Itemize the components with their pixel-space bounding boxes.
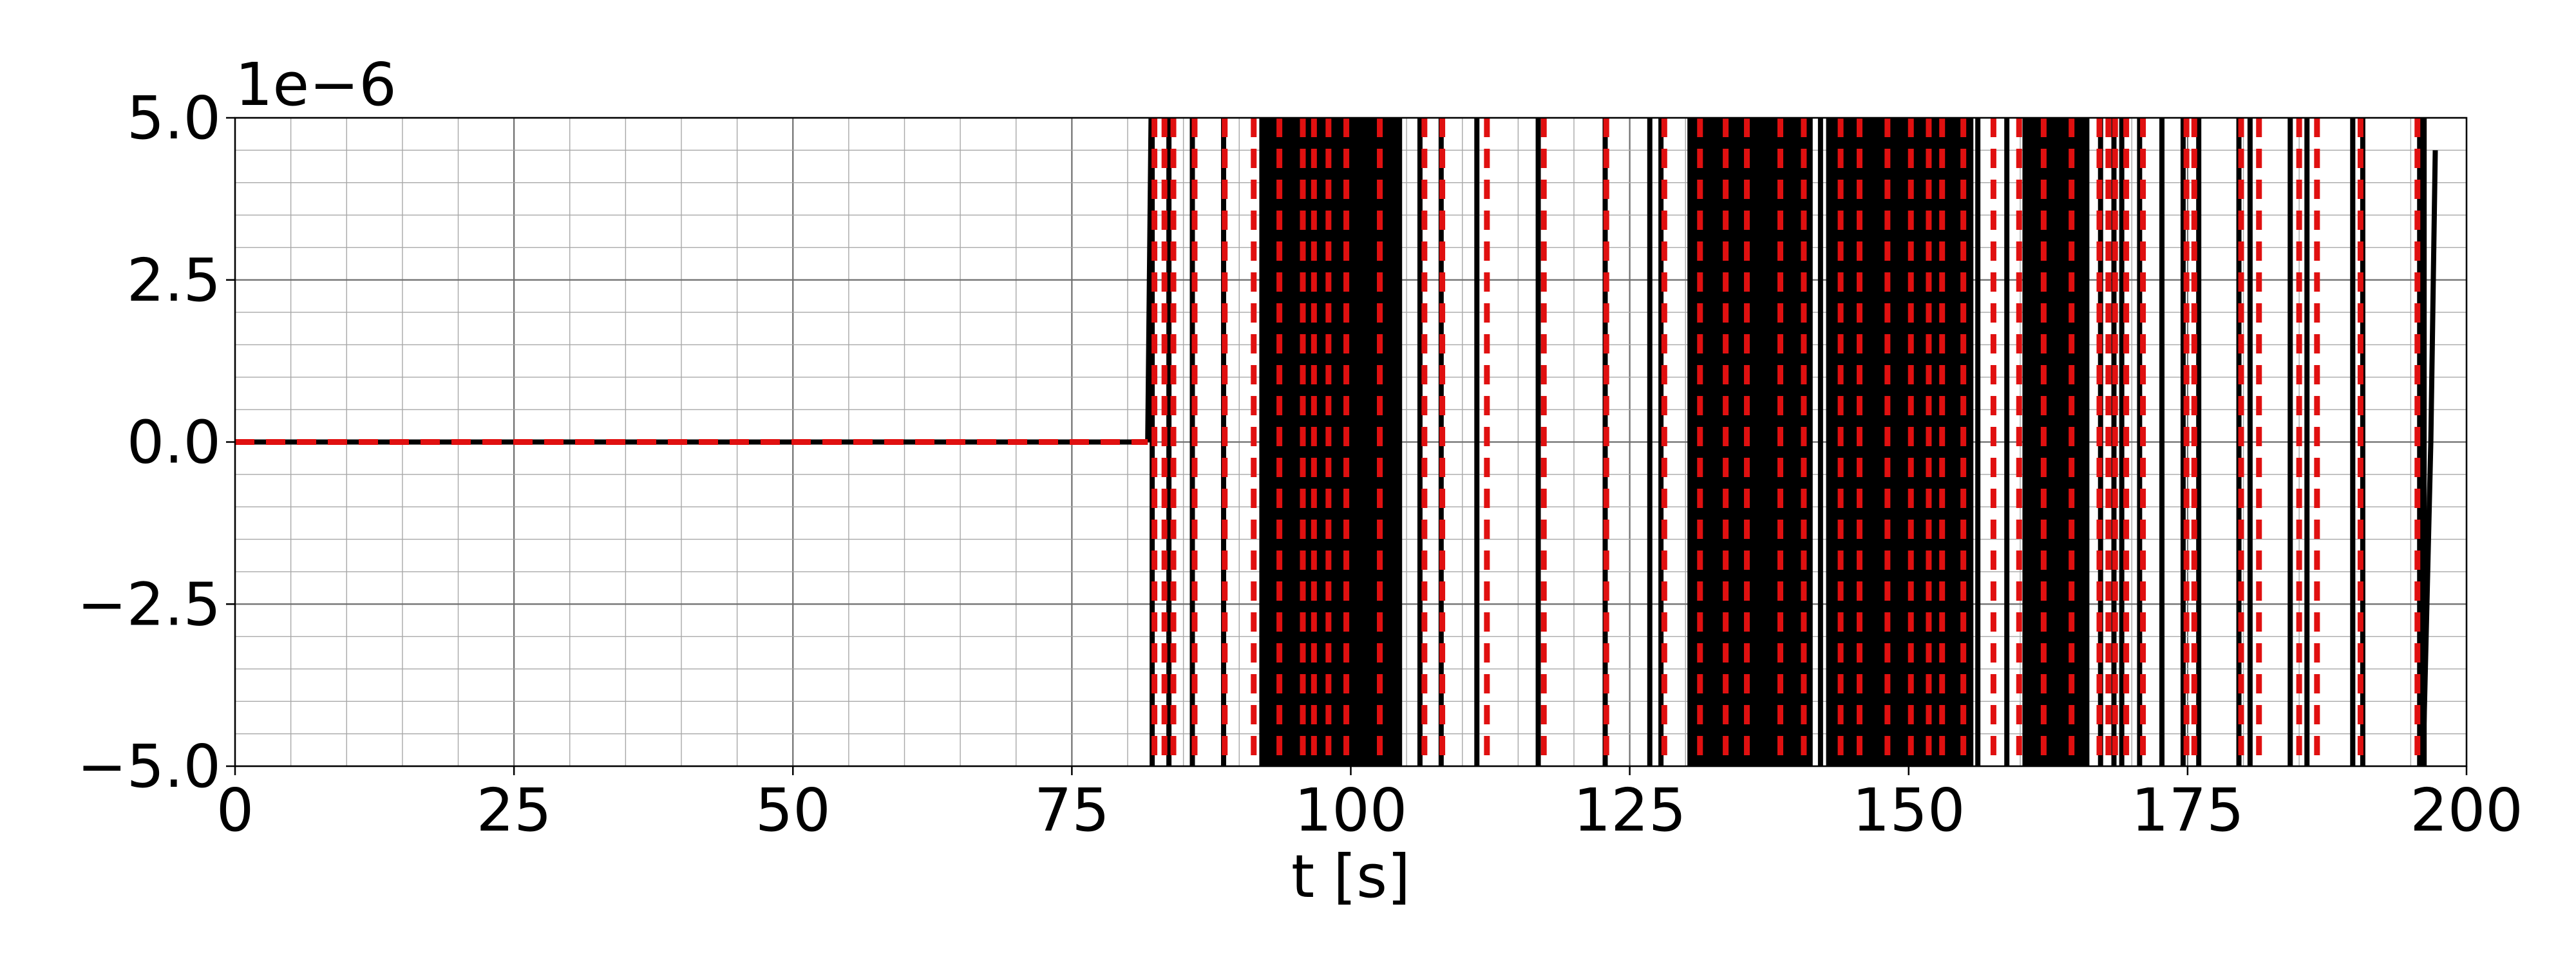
axis-ticks: 0 25 50 75 100 125 150 175 200 −5.0 −2.5 0.0 2.5 5.0 bbox=[77, 84, 2523, 845]
y-tick-label: 0.0 bbox=[127, 408, 221, 477]
x-tick-label: 25 bbox=[477, 776, 552, 845]
plot-area bbox=[235, 118, 2438, 766]
series-group bbox=[235, 118, 2438, 766]
x-tick-label: 125 bbox=[1573, 776, 1687, 845]
black-solid-series-dense-band bbox=[2022, 118, 2090, 766]
x-tick-label: 0 bbox=[216, 776, 254, 845]
x-tick-label: 75 bbox=[1034, 776, 1110, 845]
black-solid-series-tail bbox=[2420, 150, 2438, 766]
y-tick-label: 2.5 bbox=[127, 246, 221, 315]
x-tick-label: 100 bbox=[1294, 776, 1408, 845]
x-tick-label: 150 bbox=[1852, 776, 1965, 845]
x-tick-label: 175 bbox=[2131, 776, 2244, 845]
x-tick-label: 200 bbox=[2410, 776, 2523, 845]
x-axis-label: t [s] bbox=[1291, 842, 1410, 911]
y-tick-label: −5.0 bbox=[77, 732, 221, 801]
y-tick-label: −2.5 bbox=[77, 570, 221, 639]
y-axis-offset-label: 1e−6 bbox=[235, 50, 397, 119]
black-solid-series-dense-band bbox=[1687, 118, 1813, 766]
y-tick-label: 5.0 bbox=[127, 84, 221, 153]
x-tick-label: 50 bbox=[755, 776, 831, 845]
